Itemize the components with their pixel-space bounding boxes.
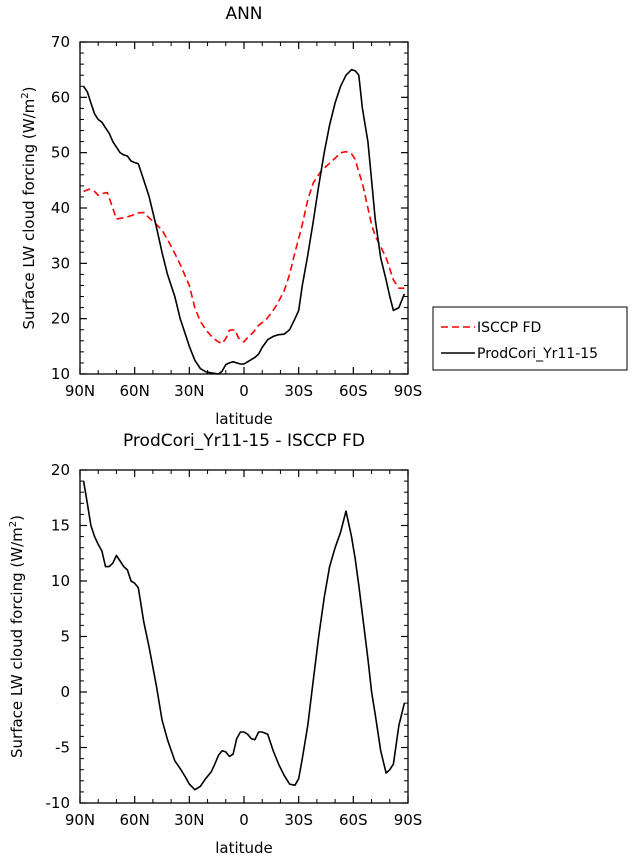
x-tick-label: 90S [394,382,423,400]
x-tick-label: 30N [174,811,204,829]
x-tick-label: 0 [239,811,249,829]
series-line-1 [83,150,405,345]
series-line-1 [82,480,406,791]
x-tick-label: 90N [65,382,95,400]
series-line-2 [82,68,406,375]
x-tick-label: 0 [239,382,249,400]
x-tick-label: 90S [394,811,423,829]
y-tick-label: -5 [55,739,70,757]
y-tick-label: 10 [51,572,70,590]
x-axis-label: latitude [215,839,273,857]
chart-title: ANN [225,4,262,24]
y-tick-label: 30 [51,254,70,272]
legend-label: ProdCori_Yr11-15 [477,346,598,362]
x-tick-label: 30S [284,382,313,400]
chart-panel-1: ANN 90N 60N 30N 0 30S 60S 90S 10 20 30 40 50 60 70 lati… [20,4,628,428]
x-tick-label: 60S [339,811,368,829]
y-tick-label: 15 [51,517,70,535]
plot-frame [79,469,409,804]
legend-box [432,306,628,371]
legend-label: ISCCP FD [477,320,541,336]
y-axis-label: Surface LW cloud forcing (W/m2) [20,87,38,330]
plot-frame [79,41,409,375]
y-tick-label: 0 [60,683,70,701]
x-tick-label: 30N [174,382,204,400]
y-tick-label: 10 [51,365,70,383]
y-tick-label: 5 [60,628,70,646]
x-tick-label: 90N [65,811,95,829]
y-axis-label: Surface LW cloud forcing (W/m2) [8,515,26,758]
y-tick-label: 20 [51,461,70,479]
x-tick-label: 60S [339,382,368,400]
chart-title: ProdCori_Yr11-15 - ISCCP FD [123,431,365,451]
x-tick-label: 60N [120,382,150,400]
chart-panel-2: ProdCori_Yr11-15 - ISCCP FD 90N 60N 30N 0 30S… [8,431,422,857]
y-tick-label: 60 [51,88,70,106]
y-tick-label: -10 [46,794,71,812]
y-tick-label: 40 [51,199,70,217]
x-tick-label: 30S [284,811,313,829]
y-tick-label: 70 [51,33,70,51]
x-tick-label: 60N [120,811,150,829]
y-tick-label: 50 [51,144,70,162]
y-tick-label: 20 [51,310,70,328]
x-axis-label: latitude [215,410,273,428]
